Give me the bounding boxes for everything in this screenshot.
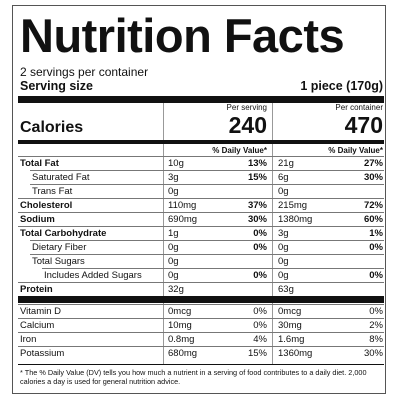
amount: 3g — [168, 172, 179, 183]
daily-value: 0% — [369, 270, 383, 281]
amount: 690mg — [168, 214, 198, 225]
row-rule — [18, 304, 384, 305]
amount: 1380mg — [278, 214, 313, 225]
row-rule — [18, 282, 384, 283]
per-serving: Per serving — [226, 103, 267, 112]
title: Nutrition Facts — [20, 9, 345, 62]
row-rule — [18, 318, 384, 319]
daily-value: 15% — [247, 348, 267, 359]
daily-value: 27% — [363, 158, 383, 169]
medium-rule — [18, 140, 384, 144]
amount: 0g — [278, 242, 289, 253]
daily-value: 60% — [363, 214, 383, 225]
daily-value: 0% — [369, 306, 383, 317]
nutrition-label — [12, 5, 386, 394]
amount: 63g — [278, 284, 294, 295]
per-container: Per container — [335, 103, 383, 112]
amount: 0g — [168, 256, 179, 267]
calories-container: 470 — [344, 112, 383, 138]
nutrient-name: Sodium — [20, 214, 55, 225]
column-divider — [163, 103, 164, 364]
dv-header: % Daily Value* — [328, 146, 383, 155]
row-rule — [18, 346, 384, 347]
daily-value: 72% — [363, 200, 383, 211]
nutrient-name: Includes Added Sugars — [44, 270, 142, 281]
serving-size: 1 piece (170g) — [300, 79, 383, 93]
row-rule — [18, 212, 384, 213]
amount: 21g — [278, 158, 294, 169]
nutrient-name: Potassium — [20, 348, 65, 359]
amount: 0g — [278, 186, 289, 197]
row-rule — [30, 254, 384, 255]
amount: 0g — [278, 256, 289, 267]
daily-value: 0% — [369, 242, 383, 253]
amount: 30mg — [278, 320, 302, 331]
nutrient-name: Saturated Fat — [32, 172, 90, 183]
daily-value: 2% — [369, 320, 383, 331]
amount: 1.6mg — [278, 334, 305, 345]
nutrient-name: Iron — [20, 334, 37, 345]
daily-value: 4% — [253, 334, 267, 345]
amount: 10mg — [168, 320, 192, 331]
amount: 215mg — [278, 200, 308, 211]
amount: 0.8mg — [168, 334, 195, 345]
nutrient-name: Protein — [20, 284, 53, 295]
rule — [18, 364, 384, 365]
daily-value: 0% — [253, 242, 267, 253]
nutrient-name: Dietary Fiber — [32, 242, 87, 253]
daily-value: 0% — [253, 228, 267, 239]
amount: 6g — [278, 172, 289, 183]
amount: 0mcg — [278, 306, 302, 317]
daily-value: 30% — [363, 348, 383, 359]
nutrient-name: Cholesterol — [20, 200, 73, 211]
daily-value: 0% — [253, 320, 267, 331]
servings: 2 servings per container — [20, 65, 149, 79]
amount: 10g — [168, 158, 184, 169]
footnote: * The % Daily Value (DV) tells you how m… — [20, 368, 367, 387]
row-rule — [18, 332, 384, 333]
amount: 32g — [168, 284, 184, 295]
daily-value: 0% — [253, 306, 267, 317]
row-rule — [30, 184, 384, 185]
nutrient-name: Calcium — [20, 320, 55, 331]
daily-value: 30% — [247, 214, 267, 225]
dv-header: % Daily Value* — [212, 146, 267, 155]
column-divider — [272, 103, 273, 364]
nutrient-name: Vitamin D — [20, 306, 62, 317]
amount: 0g — [168, 186, 179, 197]
row-rule — [30, 240, 384, 241]
amount: 0g — [168, 242, 179, 253]
amount: 0mcg — [168, 306, 192, 317]
row-rule — [18, 226, 384, 227]
row-rule — [18, 198, 384, 199]
nutrient-name: Total Sugars — [32, 256, 85, 267]
daily-value: 1% — [369, 228, 383, 239]
row-rule — [30, 170, 384, 171]
calories-serving: 240 — [228, 112, 267, 138]
amount: 0g — [168, 270, 179, 281]
amount: 110mg — [168, 200, 197, 211]
thick-rule — [18, 96, 384, 103]
row-rule — [42, 268, 384, 269]
daily-value: 8% — [369, 334, 383, 345]
row-rule — [18, 156, 384, 157]
daily-value: 13% — [247, 158, 267, 169]
daily-value: 37% — [247, 200, 267, 211]
amount: 1360mg — [278, 348, 313, 359]
amount: 1g — [168, 228, 179, 239]
daily-value: 15% — [247, 172, 267, 183]
amount: 0g — [278, 270, 289, 281]
nutrient-name: Total Carbohydrate — [20, 228, 107, 239]
daily-value: 30% — [363, 172, 383, 183]
amount: 680mg — [168, 348, 198, 359]
calories-label: Calories — [20, 119, 84, 136]
serving-size-label: Serving size — [20, 79, 93, 93]
thick-rule — [18, 296, 384, 303]
nutrient-name: Trans Fat — [32, 186, 73, 197]
amount: 3g — [278, 228, 289, 239]
nutrient-name: Total Fat — [20, 158, 59, 169]
daily-value: 0% — [253, 270, 267, 281]
